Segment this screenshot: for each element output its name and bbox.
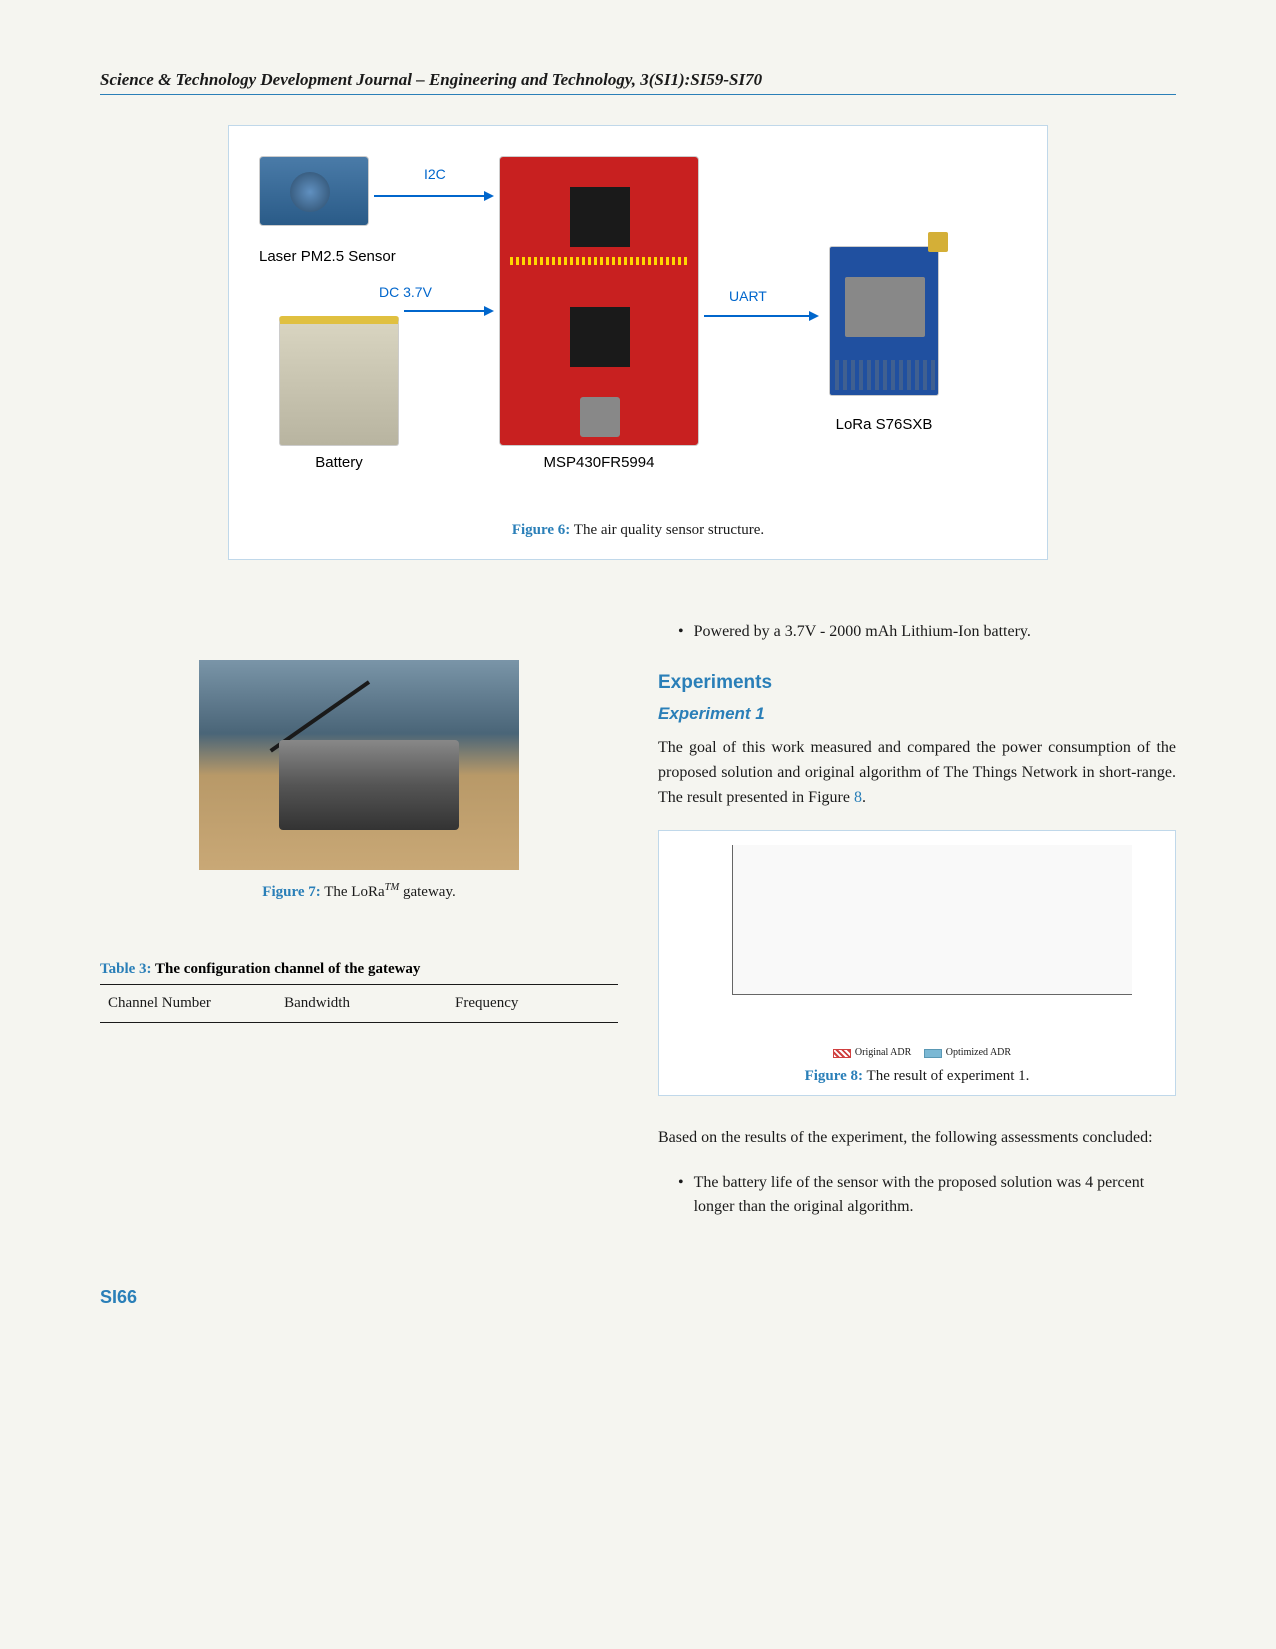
figure-8-ref-link[interactable]: 8 — [854, 789, 862, 806]
figure-6-caption-label: Figure 6: — [512, 522, 570, 538]
figure-8-chart — [702, 845, 1132, 1045]
bullet-result-1-text: The battery life of the sensor with the … — [694, 1171, 1176, 1219]
running-header: Science & Technology Development Journal… — [100, 70, 1176, 95]
figure-8-caption-label: Figure 8: — [805, 1068, 863, 1084]
label-uart: UART — [729, 288, 767, 304]
legend-label-orig: Original ADR — [855, 1047, 911, 1058]
two-column-layout: Figure 7: The LoRaTM gateway. Table 3: T… — [100, 620, 1176, 1237]
figure-8-container: Original ADR Optimized ADR Figure 8: The… — [658, 830, 1176, 1096]
table-3: Channel Number Bandwidth Frequency — [100, 984, 618, 1023]
label-dc: DC 3.7V — [379, 284, 432, 300]
section-experiments: Experiments — [658, 672, 1176, 694]
bullet-battery-spec-text: Powered by a 3.7V - 2000 mAh Lithium-Ion… — [694, 620, 1031, 644]
figure-6-caption: Figure 6: The air quality sensor structu… — [259, 522, 1017, 539]
table-3-col-channel: Channel Number — [100, 985, 276, 1023]
lora-image — [829, 246, 939, 396]
mcu-image — [499, 156, 699, 446]
table-3-title-label: Table 3: — [100, 961, 152, 977]
table-3-col-bandwidth: Bandwidth — [276, 985, 447, 1023]
legend-label-opt: Optimized ADR — [946, 1047, 1011, 1058]
bullet-battery-spec: • Powered by a 3.7V - 2000 mAh Lithium-I… — [658, 620, 1176, 644]
lora-label: LoRa S76SXB — [836, 416, 933, 433]
table-3-title: Table 3: The configuration channel of th… — [100, 961, 618, 978]
figure-7-photo — [199, 660, 519, 870]
legend-swatch-orig — [833, 1049, 851, 1058]
mcu-label: MSP430FR5994 — [544, 454, 655, 471]
exp1-text-a: The goal of this work measured and compa… — [658, 739, 1176, 806]
figure-7-caption-sup: TM — [385, 882, 400, 893]
figure-7-caption: Figure 7: The LoRaTM gateway. — [100, 882, 618, 901]
battery-image — [279, 316, 399, 446]
figure-6-diagram: Laser PM2.5 Sensor I2C Battery DC 3.7V — [259, 156, 1019, 506]
figure-6-caption-text: The air quality sensor structure. — [570, 522, 764, 538]
figure-7-caption-post: gateway. — [399, 884, 456, 900]
figure-8-caption: Figure 8: The result of experiment 1. — [673, 1068, 1161, 1085]
legend-swatch-opt — [924, 1049, 942, 1058]
left-column: Figure 7: The LoRaTM gateway. Table 3: T… — [100, 620, 618, 1237]
figure-7-caption-pre: The LoRa — [321, 884, 385, 900]
table-3-header-row: Channel Number Bandwidth Frequency — [100, 985, 618, 1023]
sensor-image — [259, 156, 369, 226]
figure-8-caption-text: The result of experiment 1. — [863, 1068, 1029, 1084]
bullet-dot-icon: • — [678, 1171, 684, 1219]
exp1-text-b: . — [862, 789, 866, 806]
experiment-1-paragraph: The goal of this work measured and compa… — [658, 736, 1176, 810]
battery-label: Battery — [315, 454, 363, 471]
sensor-label: Laser PM2.5 Sensor — [259, 248, 396, 265]
battery-block: Battery — [279, 316, 399, 471]
arrow-dc — [404, 301, 494, 321]
arrow-i2c — [374, 186, 494, 206]
arrow-uart — [704, 306, 819, 326]
chart-legend: Original ADR Optimized ADR — [673, 1047, 1161, 1058]
sensor-block — [259, 156, 369, 226]
bullet-result-1: • The battery life of the sensor with th… — [658, 1171, 1176, 1219]
table-3-col-frequency: Frequency — [447, 985, 618, 1023]
label-i2c: I2C — [424, 166, 446, 182]
lora-block: LoRa S76SXB — [829, 246, 939, 433]
results-intro-paragraph: Based on the results of the experiment, … — [658, 1126, 1176, 1151]
figure-7-caption-label: Figure 7: — [262, 884, 320, 900]
bullet-dot-icon: • — [678, 620, 684, 644]
page-number: SI66 — [100, 1287, 1176, 1308]
subsection-experiment-1: Experiment 1 — [658, 704, 1176, 724]
mcu-block: MSP430FR5994 — [499, 156, 699, 471]
figure-6-container: Laser PM2.5 Sensor I2C Battery DC 3.7V — [228, 125, 1048, 560]
chart-plot-area — [732, 845, 1132, 995]
table-3-title-text: The configuration channel of the gateway — [152, 961, 421, 977]
right-column: • Powered by a 3.7V - 2000 mAh Lithium-I… — [658, 620, 1176, 1237]
